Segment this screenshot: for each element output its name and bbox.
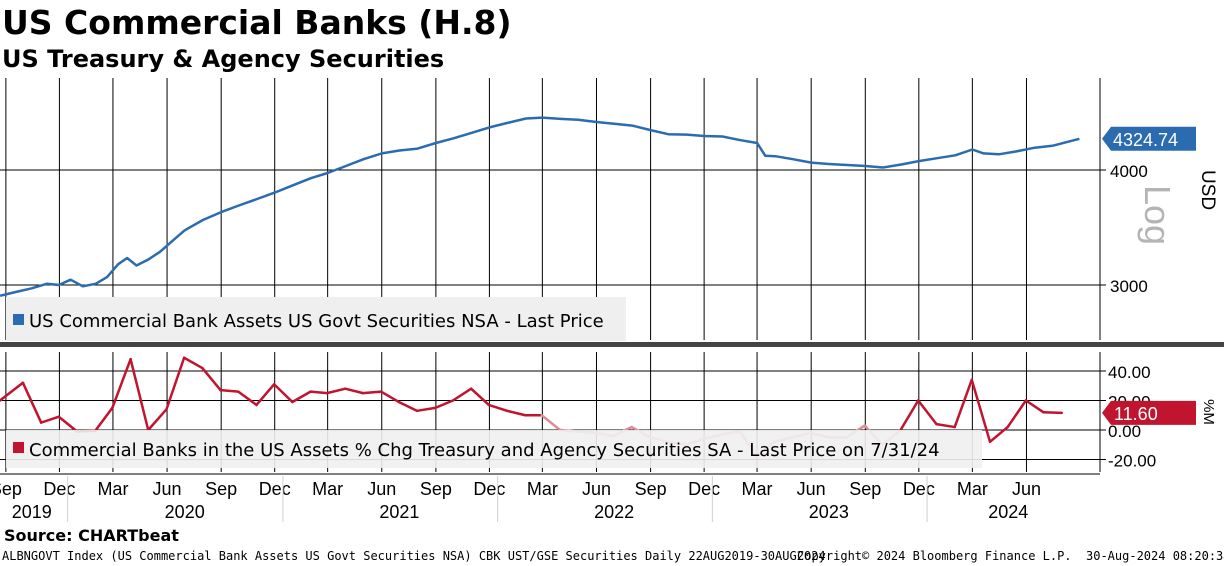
bottom-series-segment-20 <box>361 390 383 395</box>
bottom-ytick-label-3: -20.00 <box>1108 452 1156 471</box>
bottom-series-segment-0 <box>0 381 25 402</box>
bottom-series-segment-14 <box>255 383 276 407</box>
bottom-series-segment-55 <box>988 425 1009 444</box>
bottom-series-segment-17 <box>309 390 329 395</box>
chart-subtitle: US Treasury & Agency Securities <box>2 45 445 73</box>
x-month-label-7: Jun <box>367 479 396 499</box>
bottom-last-value-tag <box>1102 400 1196 425</box>
top-ytick-label-0: 3000 <box>1110 277 1148 296</box>
x-month-label-3: Jun <box>153 479 182 499</box>
chart-title: US Commercial Banks (H.8) <box>2 3 512 42</box>
x-year-label-1: 2020 <box>165 502 205 522</box>
bottom-ytick-label-2: 0.00 <box>1108 422 1141 441</box>
bottom-series-segment-9 <box>165 356 186 411</box>
x-month-label-5: Dec <box>259 479 291 499</box>
bottom-panel-axis: 40.0020.000.00-20.00%M11.60 <box>1099 352 1217 472</box>
x-year-label-3: 2022 <box>594 502 634 522</box>
x-month-label-4: Sep <box>205 479 237 499</box>
top-legend-box <box>6 297 626 341</box>
timestamp: 30-Aug-2024 08:20:34 <box>1086 549 1224 563</box>
bottom-series-segment-22 <box>397 400 419 413</box>
x-axis: Sep Dec Mar Jun Sep Dec Mar Jun Sep Dec Mar Jun Sep D… <box>0 473 1100 522</box>
legends: US Commercial Bank Assets US Govt Securi… <box>6 297 982 468</box>
top-panel-grid <box>0 78 1100 340</box>
x-month-label-12: Sep <box>635 479 667 499</box>
bottom-series-segment-52 <box>935 422 956 429</box>
x-year-label-2: 2021 <box>379 502 419 522</box>
x-month-label-17: Dec <box>903 479 935 499</box>
bottom-series-segment-50 <box>899 399 920 432</box>
bottom-series-segment-28 <box>505 409 527 417</box>
copyright: Copyright© 2024 Bloomberg Finance L.P. <box>797 549 1072 563</box>
bottom-series-segment-3 <box>57 415 79 433</box>
x-month-label-1: Dec <box>43 479 75 499</box>
bottom-series-segment-19 <box>344 387 365 395</box>
top-scale-label: Log <box>1137 185 1178 245</box>
panel-divider-bar <box>0 342 1224 347</box>
bottom-series-segment-11 <box>201 366 222 392</box>
bottom-legend-swatch <box>13 442 24 453</box>
bottom-ylabel: %M <box>1200 399 1217 425</box>
bottom-series-segment-54 <box>970 378 992 444</box>
bottom-ytick-label-0: 40.00 <box>1108 363 1151 382</box>
x-year-label-0: 2019 <box>12 502 52 522</box>
x-month-label-15: Jun <box>797 479 826 499</box>
x-month-label-0: Sep <box>0 479 22 499</box>
bottom-series-segment-27 <box>487 403 509 413</box>
bottom-series-segment-2 <box>39 415 61 424</box>
bottom-series-segment-7 <box>129 357 150 432</box>
bottom-series-segment-25 <box>451 387 473 402</box>
bottom-series-segment-24 <box>434 399 455 410</box>
x-month-label-18: Mar <box>957 479 988 499</box>
bottom-series-segment-21 <box>379 390 401 404</box>
bottom-series-segment-16 <box>291 390 312 404</box>
bottom-series-segment-30 <box>540 414 562 432</box>
bottom-series-segment-1 <box>21 381 43 424</box>
bottom-series-segment-57 <box>1024 399 1045 414</box>
bottom-series-segment-12 <box>219 388 240 393</box>
bottom-series-segment-23 <box>415 406 437 413</box>
top-ytick-label-1: 4000 <box>1110 162 1148 181</box>
bottom-legend-box <box>6 430 982 468</box>
bottom-series-segment-10 <box>182 356 204 370</box>
x-month-label-10: Mar <box>527 479 558 499</box>
bottom-series-segment-15 <box>272 383 294 404</box>
top-last-value-tag <box>1102 126 1196 151</box>
x-month-label-11: Jun <box>582 479 611 499</box>
x-year-label-5: 2024 <box>988 502 1028 522</box>
bottom-series-segment-51 <box>916 399 938 426</box>
x-month-label-14: Mar <box>742 479 773 499</box>
x-month-label-9: Dec <box>473 479 505 499</box>
bottom-series-segment-13 <box>236 390 258 407</box>
bottom-series-segment-18 <box>325 387 347 395</box>
top-last-value-label: 4324.74 <box>1113 130 1178 150</box>
top-legend-label: US Commercial Bank Assets US Govt Securi… <box>29 311 604 332</box>
x-month-label-19: Jun <box>1012 479 1041 499</box>
top-series-line <box>0 116 1080 298</box>
bottom-legend-label: Commercial Banks in the US Assets % Chg … <box>29 440 940 461</box>
bottom-series-segment-26 <box>469 387 491 407</box>
x-month-label-16: Sep <box>849 479 881 499</box>
bottom-series-segment-5 <box>94 406 114 432</box>
x-month-label-2: Mar <box>97 479 128 499</box>
x-month-label-8: Sep <box>420 479 452 499</box>
top-ylabel: USD <box>1197 170 1218 210</box>
x-month-label-6: Mar <box>312 479 343 499</box>
panel-divider <box>0 342 1224 347</box>
bottom-series-segment-6 <box>111 357 132 410</box>
bottom-last-value-label: 11.60 <box>1114 404 1158 424</box>
top-legend-swatch <box>13 314 24 325</box>
x-year-label-4: 2023 <box>809 502 849 522</box>
top-panel-plot <box>0 116 1080 298</box>
x-month-label-13: Dec <box>688 479 720 499</box>
bottom-series-segment-56 <box>1006 399 1028 429</box>
bottom-series-segment-8 <box>146 408 168 432</box>
top-panel-axis: 3000 4000 USD Log 4324.74 <box>1099 78 1218 340</box>
bottom-series-segment-53 <box>953 378 974 429</box>
source-label: Source: CHARTbeat <box>4 526 179 545</box>
bottom-series-segment-58 <box>1042 411 1064 415</box>
ticker-info: ALBNGOVT Index (US Commercial Bank Asset… <box>2 549 826 563</box>
